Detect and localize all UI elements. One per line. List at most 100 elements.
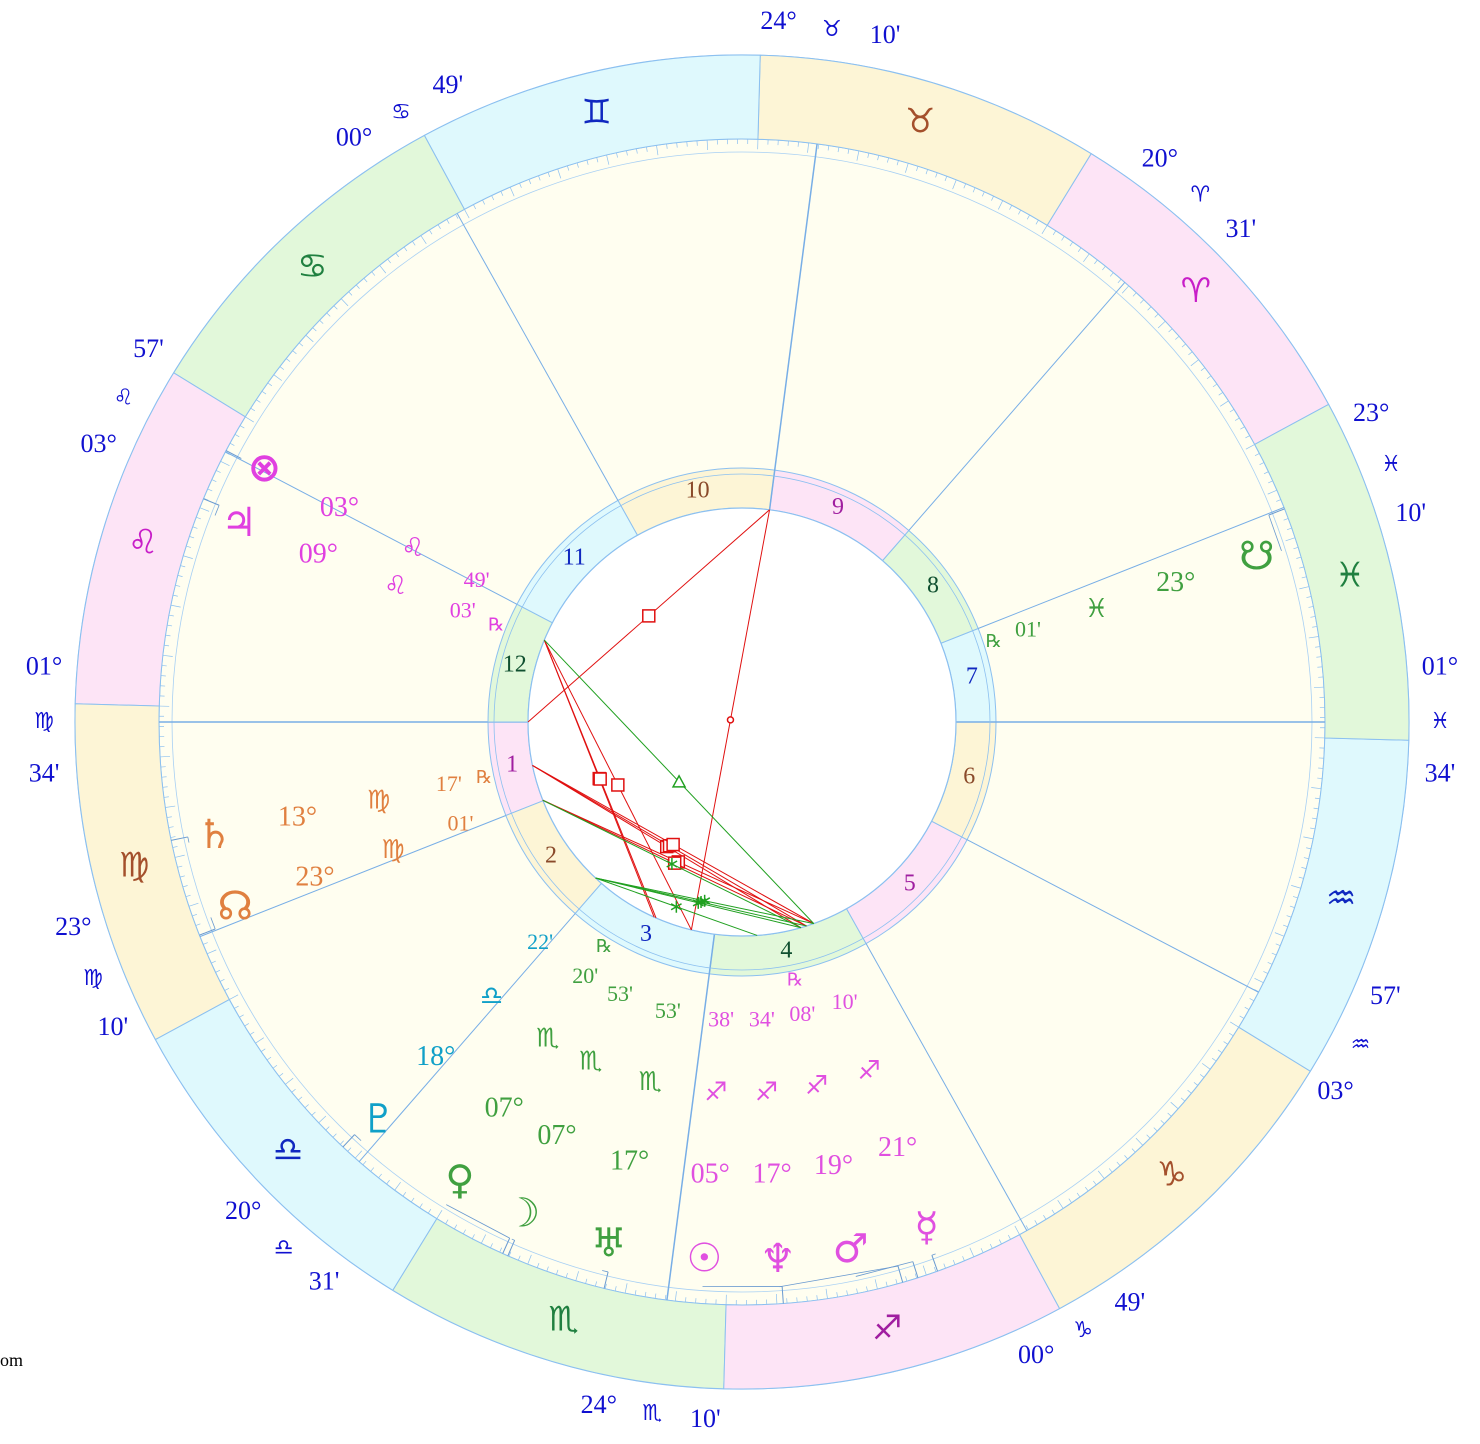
degree-tick: [606, 154, 610, 165]
planet-retrograde: ℞: [476, 767, 492, 788]
degree-tick: [1314, 797, 1320, 800]
planet-tick: [1268, 508, 1285, 516]
cusp-sign: ♉: [822, 17, 842, 42]
degree-tick: [219, 978, 225, 982]
degree-tick: [394, 1182, 401, 1191]
house-cusp: [199, 815, 507, 938]
degree-tick: [1245, 444, 1255, 450]
degree-tick: [429, 229, 433, 235]
degree-tick: [215, 969, 221, 973]
planet-retrograde: ℞: [787, 970, 803, 991]
degree-tick: [464, 209, 470, 219]
planet-degree: 09°: [299, 538, 338, 569]
degree-tick: [234, 1005, 239, 1009]
cusp-degree: 03°: [80, 429, 116, 458]
house-cusp: [456, 213, 619, 501]
degree-tick: [1068, 1198, 1072, 1204]
degree-tick: [298, 1096, 303, 1101]
degree-tick: [1146, 1134, 1151, 1139]
degree-tick: [905, 163, 909, 173]
degree-tick: [332, 1133, 337, 1138]
degree-tick: [905, 1276, 908, 1282]
degree-tick: [437, 224, 441, 230]
degree-tick: [188, 902, 199, 907]
degree-tick: [952, 179, 957, 190]
degree-tick: [167, 624, 173, 627]
planet-connector: [855, 1261, 913, 1277]
degree-tick: [279, 366, 285, 370]
planet-connector: [1268, 514, 1282, 551]
degree-tick: [807, 142, 810, 153]
degree-tick: [1267, 489, 1278, 495]
degree-tick: [285, 1077, 294, 1085]
cusp-degree: 00°: [336, 122, 372, 151]
degree-tick: [1206, 375, 1212, 380]
degree-tick: [1293, 547, 1299, 550]
cusp-minutes: 10': [690, 1404, 721, 1433]
planet-minutes: 10': [832, 989, 858, 1014]
degree-tick: [1153, 1127, 1158, 1132]
degree-tick: [403, 246, 408, 252]
degree-tick: [1296, 556, 1302, 559]
degree-tick: [304, 1104, 309, 1109]
planet-glyph: ♃: [221, 500, 257, 546]
planet-glyph: ♇: [361, 1096, 397, 1142]
cusp-degree: 24°: [760, 6, 796, 35]
degree-tick: [867, 152, 870, 158]
degree-tick: [1298, 876, 1304, 879]
degree-tick: [196, 516, 201, 520]
degree-tick: [1308, 606, 1314, 608]
degree-tick: [1154, 313, 1159, 318]
planet-glyph: ♆: [760, 1236, 796, 1282]
degree-tick: [1181, 343, 1186, 348]
degree-tick: [664, 1294, 667, 1300]
degree-tick: [1263, 971, 1269, 974]
cusp-degree: 23°: [1353, 398, 1389, 427]
house-number: 4: [780, 937, 792, 963]
degree-tick: [1083, 253, 1090, 262]
degree-tick: [172, 594, 178, 597]
degree-tick: [482, 199, 486, 205]
planet-connector: [187, 836, 190, 843]
degree-tick: [239, 1014, 244, 1018]
zodiac-glyph: ♓: [1335, 555, 1365, 595]
degree-tick: [255, 1037, 265, 1044]
inner-circle: [527, 507, 957, 937]
degree-tick: [180, 565, 186, 568]
degree-tick: [1175, 335, 1180, 340]
degree-tick: [211, 479, 217, 483]
degree-tick: [1229, 409, 1235, 413]
degree-tick: [922, 1265, 927, 1276]
degree-tick: [1084, 1186, 1089, 1192]
zodiac-glyph: ♒: [1326, 879, 1356, 919]
degree-tick: [1076, 1192, 1081, 1198]
degree-tick: [1313, 686, 1324, 689]
degree-tick: [164, 644, 170, 647]
degree-tick: [1034, 1220, 1038, 1225]
planet-sign: ♌: [401, 533, 424, 563]
zodiac-sector: [1253, 403, 1410, 741]
degree-tick: [266, 1056, 272, 1061]
cusp-degree: 20°: [225, 1196, 261, 1225]
degree-tick: [972, 187, 976, 193]
degree-tick: [1108, 1168, 1113, 1173]
planet-degree: 21°: [878, 1132, 917, 1163]
degree-tick: [1303, 857, 1309, 860]
degree-tick: [163, 796, 169, 798]
degree-tick: [1274, 932, 1285, 937]
degree-tick: [1168, 328, 1173, 333]
planet-sign: ♓: [1085, 594, 1108, 624]
degree-tick: [319, 319, 324, 324]
degree-tick: [1312, 626, 1318, 628]
degree-tick: [480, 1234, 487, 1244]
degree-tick: [706, 140, 709, 151]
planet-glyph: ♀: [445, 1157, 474, 1203]
degree-tick: [249, 1031, 255, 1035]
degree-tick: [998, 1239, 1002, 1245]
degree-tick: [1202, 1063, 1211, 1070]
planet-sign: ♌: [384, 571, 407, 601]
cusp-minutes: 49': [1115, 1288, 1146, 1317]
degree-tick: [596, 157, 599, 163]
degree-tick: [952, 1259, 956, 1265]
degree-tick: [1147, 306, 1152, 311]
